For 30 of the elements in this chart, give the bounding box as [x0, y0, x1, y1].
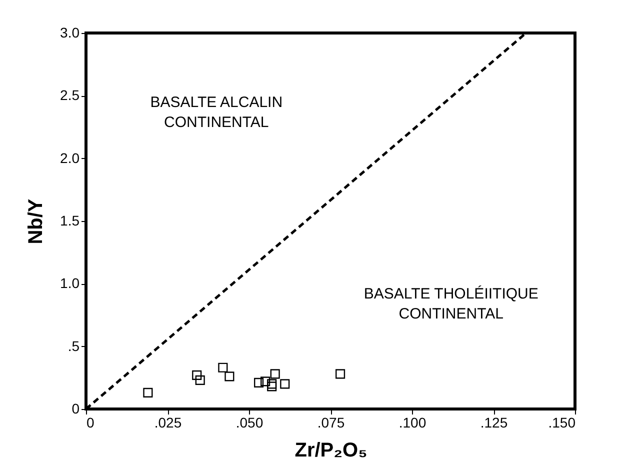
annotation: BASALTE ALCALIN CONTINENTAL — [150, 94, 283, 131]
y-tick-label: 0 — [72, 400, 80, 416]
point — [270, 369, 280, 379]
x-tick-label: .125 — [480, 414, 508, 430]
y-tick-label: 1.0 — [60, 275, 80, 292]
x-tick-label: .150 — [548, 414, 576, 430]
x-tick-label: .075 — [317, 414, 345, 430]
point — [267, 379, 277, 389]
x-tick-label: 0 — [86, 414, 94, 430]
y-tick-label: 3.0 — [60, 24, 80, 40]
y-tick-label: .5 — [68, 338, 80, 354]
point — [224, 372, 234, 382]
point — [254, 378, 264, 388]
point — [218, 362, 228, 372]
x-tick-label: .025 — [154, 414, 182, 430]
annotation: BASALTE THOLÉIITIQUE CONTINENTAL — [364, 284, 538, 323]
point — [192, 370, 202, 380]
point — [280, 379, 290, 389]
point — [143, 388, 153, 398]
x-axis-title: Zr/P₂O₅ — [294, 440, 368, 462]
point — [335, 369, 346, 379]
y-tick-label: 1.5 — [60, 212, 80, 228]
x-tick-label: .100 — [398, 414, 426, 430]
y-tick-label: 2.5 — [60, 87, 80, 104]
y-axis-title: Nb/Y — [25, 198, 48, 244]
point — [267, 382, 277, 392]
y-tick-label: 2.0 — [60, 150, 80, 166]
point — [260, 376, 270, 386]
point — [195, 375, 205, 385]
x-tick-label: .050 — [236, 414, 264, 430]
